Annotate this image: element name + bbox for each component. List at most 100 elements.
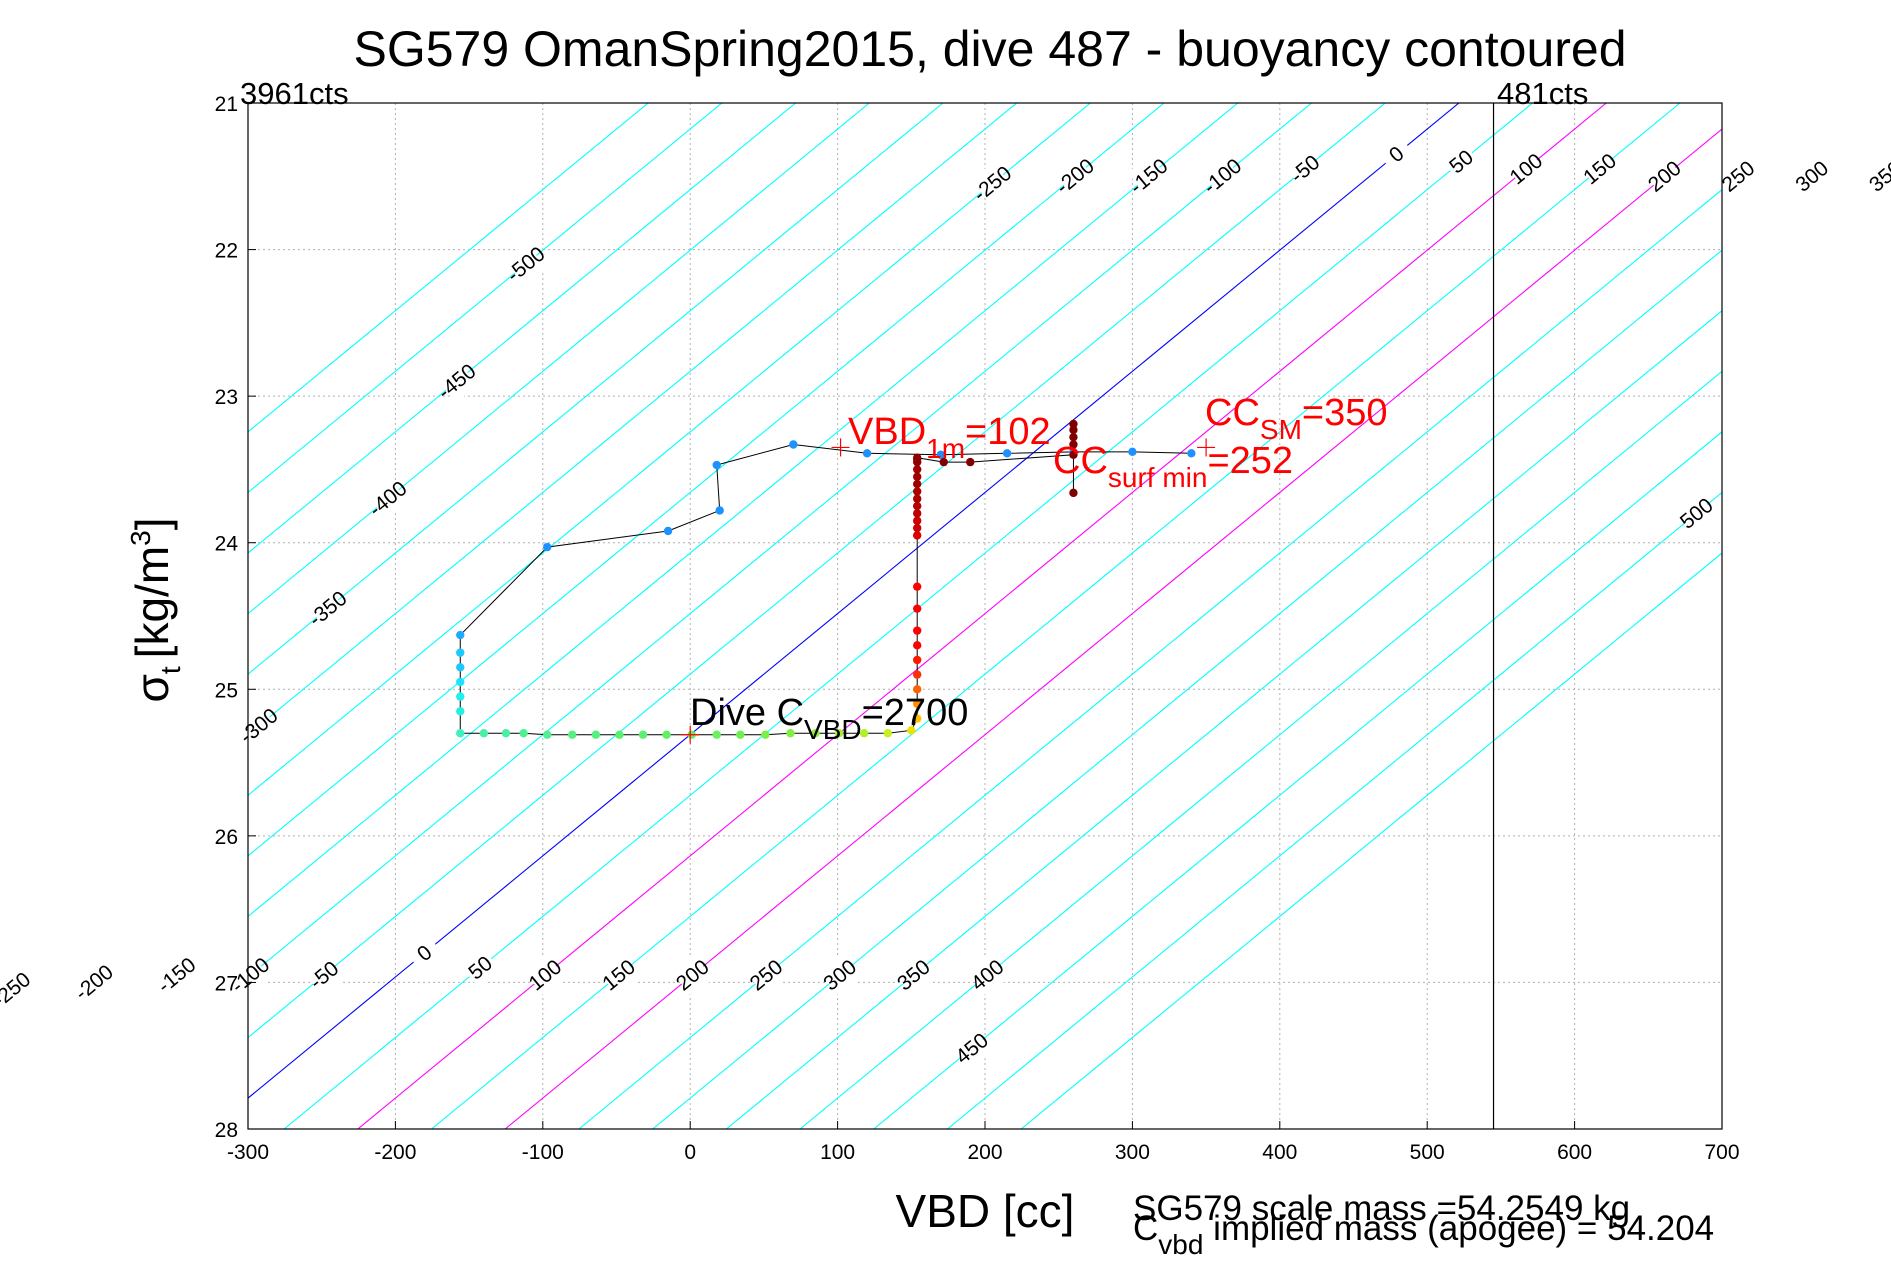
track-point	[862, 449, 872, 458]
cc-surf-min-main: CC	[1053, 440, 1108, 482]
track-point	[912, 699, 922, 709]
track-point	[1128, 447, 1137, 457]
contour-line	[283, 103, 1533, 1129]
contour-label-bg	[745, 953, 788, 997]
x-tick-label: 100	[820, 1141, 855, 1164]
y-axis-label-close: ]	[126, 518, 178, 531]
contour-line	[248, 103, 870, 615]
scale-mass-text: SG579 scale mass =54.2549 kg	[1133, 1189, 1630, 1228]
vbd-min-count-label: 481cts	[1497, 76, 1588, 111]
contour-label-bg	[597, 953, 640, 997]
x-tick-label: -100	[522, 1141, 564, 1164]
contour-label-bg	[229, 953, 272, 997]
contour-label: -50	[1286, 151, 1324, 188]
contour-label: 150	[598, 955, 640, 995]
track-point	[568, 730, 577, 739]
y-axis-ticks: 21 22 23 24 25 26 27 28	[215, 93, 256, 1142]
contour-line	[248, 103, 1165, 857]
track-point	[912, 531, 922, 540]
contour-label-bg	[671, 953, 714, 997]
track-point	[712, 460, 721, 470]
track-point	[883, 729, 892, 738]
contour-line	[578, 188, 1722, 1129]
contour-label: 150	[1579, 149, 1621, 189]
contour-label-bg	[1505, 147, 1548, 191]
contour-label: 300	[819, 955, 861, 995]
vbd-1m-annotation: VBD1m=102	[848, 411, 1051, 464]
contour-label-bg	[818, 953, 861, 997]
contour-label-bg	[971, 162, 1014, 205]
contour-label: 450	[951, 1029, 993, 1069]
svg-text:σt[kg/m3]: σt [kg/m3]	[125, 518, 186, 703]
track-point	[479, 729, 489, 738]
x-axis-ticks: -300 -200 -100 0 100 200 300 400 500 600 700	[227, 1121, 1740, 1164]
track-point	[638, 730, 648, 739]
track-point	[834, 729, 844, 738]
cc-sm-annotation: CCSM=350	[1205, 392, 1387, 445]
track-point	[456, 630, 465, 640]
x-tick-label: -300	[227, 1141, 269, 1164]
contour-label-bg	[73, 961, 115, 1004]
y-tick-label: 27	[215, 972, 238, 995]
contour-line	[725, 310, 1722, 1129]
contour-line	[248, 103, 1018, 736]
track-point	[912, 582, 922, 591]
contour-label-bg	[303, 953, 345, 997]
x-tick-label: 200	[967, 1141, 1002, 1164]
track-point	[1069, 419, 1078, 429]
contour-label-bg	[524, 953, 567, 997]
x-tick-label: 0	[684, 1141, 696, 1164]
track-point	[912, 494, 922, 503]
contour-line	[248, 103, 1312, 978]
track-point	[912, 465, 922, 474]
contour-label-bg	[1578, 147, 1621, 191]
contour-label-bg	[0, 968, 33, 1012]
vbd-max-count-label: 3961cts	[240, 76, 349, 111]
y-axis-label-units: [kg/m	[126, 546, 178, 658]
y-tick-label: 28	[215, 1119, 238, 1142]
contour-label: 500	[1676, 494, 1718, 534]
contour-labels: -500-450-400-350-300-250 -200 -150 -100 -50 0…	[0, 133, 1891, 1070]
track-point	[907, 726, 916, 735]
contour-label: 300	[1791, 157, 1833, 197]
y-tick-label: 24	[215, 533, 239, 556]
track-point	[501, 729, 511, 738]
cc-surf-min-sub: surf min	[1108, 462, 1208, 493]
track-point	[615, 730, 624, 739]
cc-sm-main: CC	[1205, 392, 1260, 434]
x-tick-label: 500	[1410, 1141, 1445, 1164]
contour-label: 400	[967, 955, 1009, 995]
vbd-1m-sub: 1m	[926, 433, 965, 464]
contour-line	[431, 103, 1681, 1129]
contour-line	[248, 103, 1091, 797]
track-point	[912, 626, 922, 635]
contour-label-bg	[366, 477, 409, 520]
vbd-1m-value: =102	[965, 411, 1051, 453]
cc-sm-value: =350	[1302, 392, 1388, 434]
contour-line	[248, 103, 1386, 1039]
track-point	[912, 655, 922, 665]
y-tick-label: 26	[215, 826, 238, 849]
track-point	[1069, 440, 1078, 449]
contour-line	[248, 103, 649, 433]
contour-line	[357, 103, 1607, 1129]
y-tick-label: 25	[215, 679, 238, 702]
track-point	[789, 440, 798, 449]
x-tick-label: 700	[1704, 1141, 1739, 1164]
x-tick-label: 600	[1557, 1141, 1592, 1164]
track-point	[456, 692, 465, 701]
chart-title: SG579 OmanSpring2015, dive 487 - buoyanc…	[353, 21, 1626, 77]
track-point	[912, 670, 922, 679]
contour-label: 200	[1644, 157, 1686, 197]
cc-sm-sub: SM	[1260, 414, 1302, 445]
contour-label-bg	[1201, 155, 1244, 198]
contour-label-bg	[1053, 155, 1096, 198]
track-point	[519, 729, 528, 738]
contour-label: 100	[525, 955, 567, 995]
track-point	[912, 523, 922, 533]
track-point	[912, 509, 922, 518]
implied-mass-main: C	[1133, 1209, 1158, 1248]
contour-label-bg	[155, 953, 198, 997]
cc-surf-min-annotation: CCsurf min=252	[1053, 440, 1293, 493]
